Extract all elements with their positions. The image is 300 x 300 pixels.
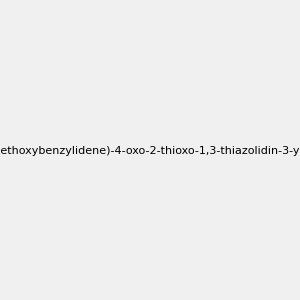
Text: N-[(5Z)-5-(4-ethoxy-3-methoxybenzylidene)-4-oxo-2-thioxo-1,3-thiazolidin-3-yl]py: N-[(5Z)-5-(4-ethoxy-3-methoxybenzylidene… xyxy=(0,146,300,157)
